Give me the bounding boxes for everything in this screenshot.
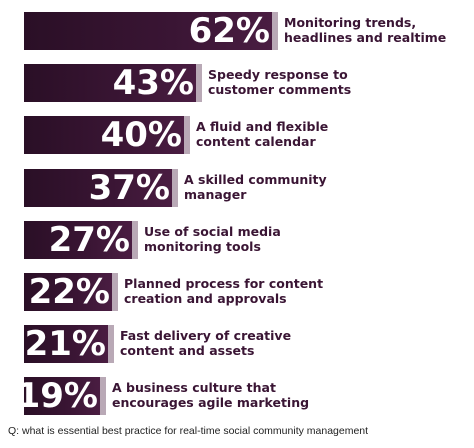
bar-3: 40% <box>24 115 190 155</box>
bar-8: 19% <box>17 377 106 415</box>
category-label-line: Use of social media <box>144 224 281 239</box>
bar-value-label: 27% <box>48 220 130 260</box>
category-label-line: manager <box>184 187 247 202</box>
category-label-line: content and assets <box>120 343 255 358</box>
category-label-line: creation and approvals <box>124 291 287 306</box>
category-label-line: monitoring tools <box>144 239 261 254</box>
bar-6: 22% <box>24 272 118 312</box>
category-label: Monitoring trends, headlines and realtime <box>284 15 446 45</box>
category-label: Planned process for content creation and … <box>124 276 323 306</box>
bar-value-label: 22% <box>28 272 110 312</box>
bar-value-label: 21% <box>24 324 106 364</box>
category-label-line: A business culture that <box>112 380 276 395</box>
bar-value-label: 43% <box>112 63 194 103</box>
category-label-line: content calendar <box>196 134 316 149</box>
bar-value-label: 37% <box>88 168 170 208</box>
bar-value-label: 40% <box>100 115 182 155</box>
bar-5: 27% <box>24 220 138 260</box>
bar-value-label: 62% <box>188 11 270 51</box>
category-label-line: Monitoring trends, <box>284 15 417 30</box>
category-label: A fluid and flexible content calendar <box>196 119 328 149</box>
footnote: Q: what is essential best practice for r… <box>8 425 369 437</box>
category-label-line: A skilled community <box>184 172 327 187</box>
category-label-line: Fast delivery of creative <box>120 328 292 343</box>
category-label: Fast delivery of creative content and ass… <box>120 328 291 358</box>
bar-value-label: 19% <box>16 376 98 416</box>
category-label-line: headlines and realtime <box>284 30 447 45</box>
category-label: A skilled community manager <box>184 172 327 202</box>
bar-2: 43% <box>24 63 202 103</box>
category-label-line: encourages agile marketing <box>112 395 310 410</box>
bar-7: 21% <box>24 324 114 364</box>
category-label-line: Speedy response to <box>208 67 348 82</box>
category-label: Use of social media monitoring tools <box>144 224 281 254</box>
category-label: Speedy response to customer comments <box>208 67 351 97</box>
bar-4: 37% <box>24 168 178 208</box>
bar-1: 62% <box>24 11 278 51</box>
category-label-line: A fluid and flexible <box>196 119 329 134</box>
category-label-line: Planned process for content <box>124 276 324 291</box>
category-label-line: customer comments <box>208 82 352 97</box>
category-label: A business culture that encourages agile … <box>112 380 309 410</box>
